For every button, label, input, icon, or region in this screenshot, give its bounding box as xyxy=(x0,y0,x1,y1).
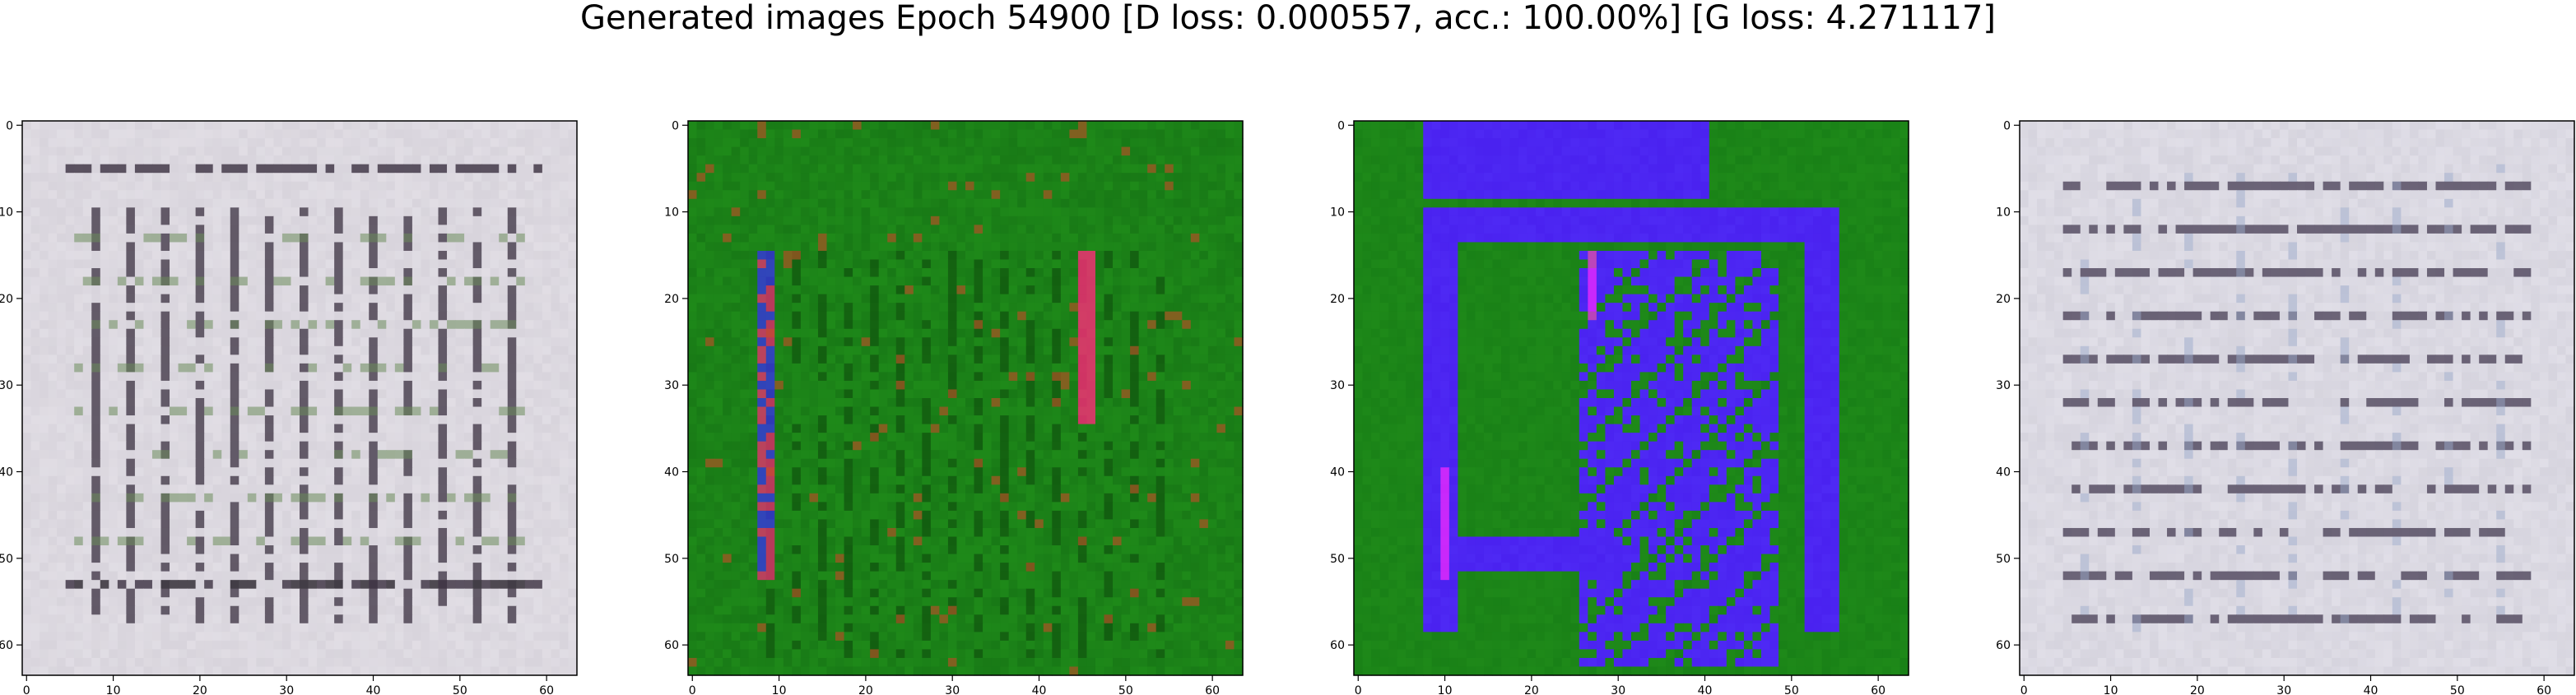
y-tick-label: 30 xyxy=(664,379,679,392)
y-tick-label: 10 xyxy=(1330,206,1345,220)
y-tick-label: 40 xyxy=(0,466,13,480)
x-tick-label: 0 xyxy=(689,684,696,695)
y-tick-label: 20 xyxy=(664,293,679,306)
y-tick-label: 10 xyxy=(1996,206,2011,220)
x-tick-label: 10 xyxy=(772,684,787,695)
axes-frame xyxy=(2019,120,2575,676)
y-tick-label: 50 xyxy=(1330,553,1345,566)
y-tick-label: 0 xyxy=(1337,119,1345,132)
heatmap-image xyxy=(22,121,578,676)
image-panel-4: 0 10 20 30 40 50 60 0 10 20 30 40 50 60 xyxy=(1996,119,2575,695)
x-tick-label: 10 xyxy=(2104,684,2118,695)
y-tick-label: 20 xyxy=(0,293,13,306)
x-tick-label: 40 xyxy=(1032,684,1047,695)
y-tick-label: 10 xyxy=(0,206,13,220)
x-tick-label: 30 xyxy=(945,684,960,695)
x-tick-label: 30 xyxy=(279,684,294,695)
image-panel-2: 0 10 20 30 40 50 60 0 10 20 30 40 50 60 xyxy=(664,119,1244,695)
heatmap-image xyxy=(688,121,1244,676)
x-tick-label: 40 xyxy=(2364,684,2378,695)
y-tick-label: 60 xyxy=(0,639,13,652)
x-tick-label: 0 xyxy=(1355,684,1362,695)
y-tick-label: 30 xyxy=(1996,379,2011,392)
x-tick-label: 40 xyxy=(366,684,381,695)
x-tick-label: 30 xyxy=(2276,684,2291,695)
y-tick-label: 20 xyxy=(1330,293,1345,306)
y-tick-label: 40 xyxy=(1996,466,2011,480)
y-tick-label: 40 xyxy=(664,466,679,480)
x-tick-label: 20 xyxy=(2190,684,2205,695)
y-tick-label: 50 xyxy=(0,553,13,566)
heatmap-image xyxy=(2020,121,2575,676)
x-tick-label: 20 xyxy=(858,684,873,695)
y-tick-label: 60 xyxy=(1330,639,1345,652)
y-tick-label: 0 xyxy=(672,119,679,132)
x-tick-label: 50 xyxy=(2450,684,2465,695)
y-tick-label: 50 xyxy=(1996,553,2011,566)
x-tick-label: 0 xyxy=(2020,684,2028,695)
x-tick-label: 30 xyxy=(1611,684,1625,695)
x-tick-label: 50 xyxy=(453,684,467,695)
x-tick-label: 0 xyxy=(23,684,30,695)
axes-frame xyxy=(687,120,1244,676)
y-tick-label: 50 xyxy=(664,553,679,566)
axes-frame xyxy=(1353,120,1909,676)
heatmap-image xyxy=(1354,121,1909,676)
x-tick-label: 10 xyxy=(1438,684,1453,695)
y-tick-label: 20 xyxy=(1996,293,2011,306)
x-tick-label: 60 xyxy=(1205,684,1220,695)
x-tick-label: 60 xyxy=(2536,684,2551,695)
y-tick-label: 30 xyxy=(0,379,13,392)
x-tick-label: 40 xyxy=(1698,684,1713,695)
y-tick-label: 10 xyxy=(664,206,679,220)
x-tick-label: 20 xyxy=(193,684,207,695)
y-tick-label: 0 xyxy=(6,119,13,132)
y-tick-label: 0 xyxy=(2003,119,2011,132)
y-tick-label: 60 xyxy=(1996,639,2011,652)
image-panel-3: 0 10 20 30 40 50 60 0 10 20 30 40 50 60 xyxy=(1330,119,1909,695)
y-tick-label: 40 xyxy=(1330,466,1345,480)
y-tick-label: 30 xyxy=(1330,379,1345,392)
y-tick-label: 60 xyxy=(664,639,679,652)
figure-title: Generated images Epoch 54900 [D loss: 0.… xyxy=(579,0,1997,37)
x-tick-label: 10 xyxy=(106,684,121,695)
axes-frame xyxy=(21,120,578,676)
x-tick-label: 60 xyxy=(539,684,554,695)
image-panel-1: 0 10 20 30 40 50 60 0 10 20 30 40 50 60 xyxy=(0,119,578,695)
x-tick-label: 60 xyxy=(1871,684,1886,695)
x-tick-label: 50 xyxy=(1118,684,1133,695)
x-tick-label: 20 xyxy=(1524,684,1539,695)
x-tick-label: 50 xyxy=(1784,684,1799,695)
